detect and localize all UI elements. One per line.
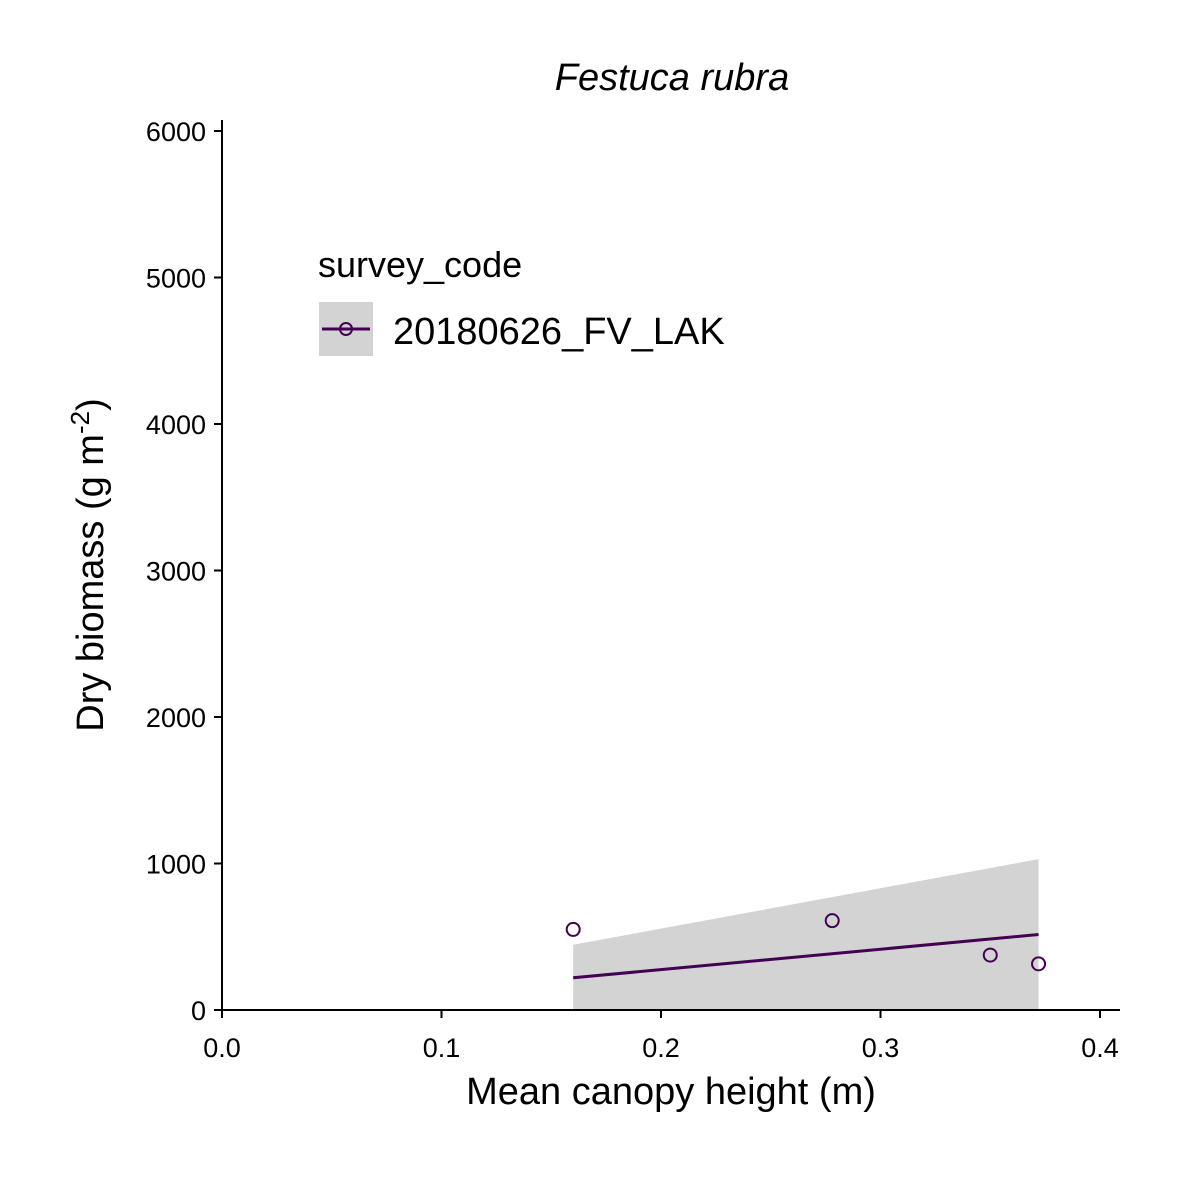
y-ticks: 0 1000 2000 3000 4000 5000 6000	[146, 117, 222, 1026]
y-axis-label-suffix: )	[70, 398, 112, 411]
plot-area	[565, 859, 1047, 1011]
y-tick-label: 0	[191, 996, 206, 1026]
x-tick-label: 0.1	[423, 1033, 461, 1063]
legend: survey_code 20180626_FV_LAK	[318, 244, 725, 356]
x-axis-label: Mean canopy height (m)	[466, 1071, 876, 1113]
x-tick-label: 0.0	[203, 1033, 241, 1063]
confidence-ribbon	[573, 859, 1039, 1011]
y-tick-label: 1000	[146, 850, 206, 880]
data-point	[1031, 956, 1047, 972]
x-axis: 0.0 0.1 0.2 0.3 0.4	[203, 1009, 1120, 1063]
y-tick-label: 5000	[146, 264, 206, 294]
y-axis-label-main: Dry biomass (g m	[70, 434, 112, 732]
y-axis-label: Dry biomass (g m-2)	[65, 398, 112, 732]
legend-title: survey_code	[318, 244, 522, 285]
data-point	[824, 913, 840, 929]
data-point	[982, 947, 998, 963]
x-ticks: 0.0 0.1 0.2 0.3 0.4	[203, 1010, 1119, 1063]
fit-line	[573, 933, 1039, 980]
legend-key-point	[339, 322, 353, 336]
y-axis-label-superscript: -2	[65, 411, 95, 434]
y-axis: 0 1000 2000 3000 4000 5000 6000	[146, 117, 223, 1026]
y-tick-label: 3000	[146, 557, 206, 587]
x-tick-label: 0.2	[642, 1033, 680, 1063]
x-tick-label: 0.3	[862, 1033, 900, 1063]
legend-entry-label: 20180626_FV_LAK	[393, 311, 725, 353]
chart-title: Festuca rubra	[555, 57, 789, 99]
x-tick-label: 0.4	[1081, 1033, 1119, 1063]
data-point	[565, 921, 581, 937]
y-tick-label: 2000	[146, 703, 206, 733]
y-tick-label: 6000	[146, 117, 206, 147]
y-tick-label: 4000	[146, 410, 206, 440]
